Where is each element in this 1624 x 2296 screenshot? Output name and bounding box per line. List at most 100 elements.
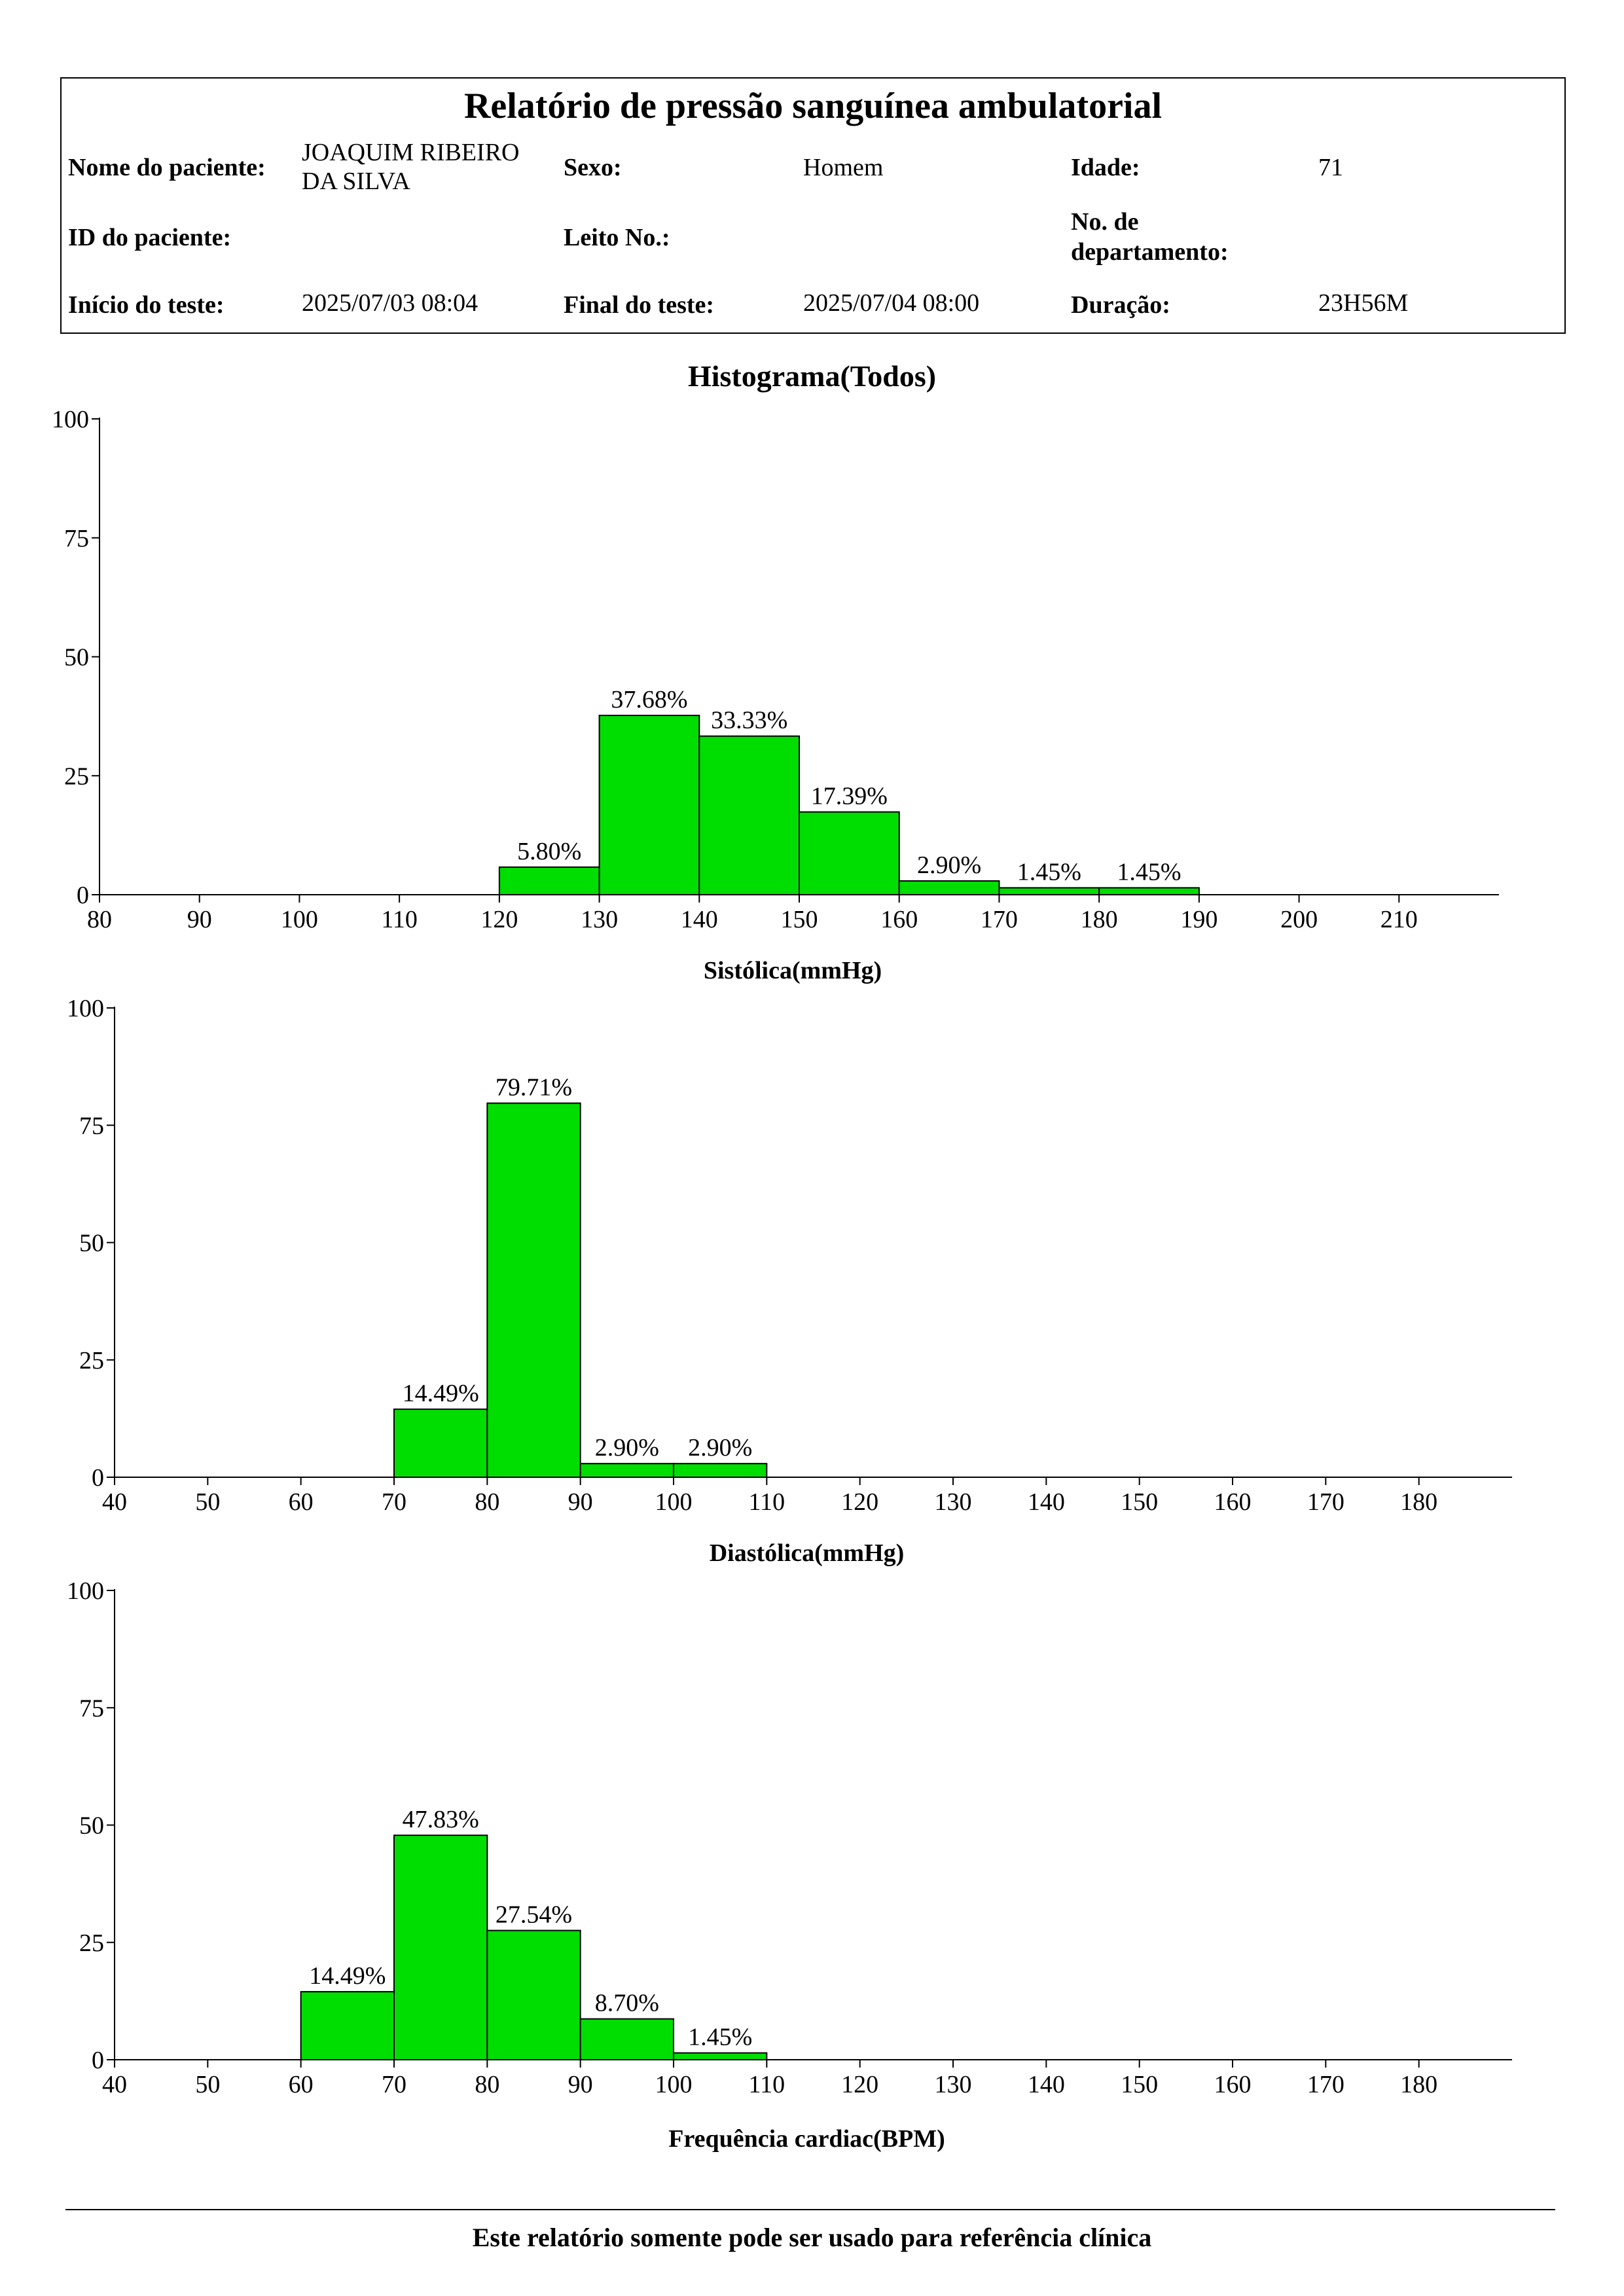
x-tick-label: 90 xyxy=(568,1488,593,1516)
y-tick-label: 0 xyxy=(92,2047,104,2074)
histogram-bar xyxy=(486,1929,581,2061)
systolic-histogram: 5.80% 37.68% 33.33% 17.39% 2.90% 1.45% 1.45% 0 2… xyxy=(52,406,1499,984)
x-tick-label: 130 xyxy=(935,2071,972,2098)
footer-divider xyxy=(65,2209,1555,2210)
diastolic-histogram: 14.49% 79.71% 2.90% 2.90% 0 25 50 75 100 40 50 60 70… xyxy=(67,995,1512,1567)
report-title: Relatório de pressão sanguínea ambulator… xyxy=(463,86,1163,126)
x-axis-title: Frequência cardiac(BPM) xyxy=(668,2125,945,2153)
bar-value-label: 1.45% xyxy=(688,2024,752,2051)
histogram-bar xyxy=(498,866,600,895)
x-tick-label: 120 xyxy=(841,2071,878,2098)
x-tick-label: 110 xyxy=(749,2071,785,2098)
x-tick-label: 50 xyxy=(195,1488,220,1516)
patient-name-line1: JOAQUIM RIBEIRO xyxy=(302,139,520,166)
department-label-line2: departamento: xyxy=(1071,238,1229,266)
x-tick-label: 140 xyxy=(1028,2071,1065,2098)
x-tick-label: 110 xyxy=(381,906,418,933)
x-tick-label: 80 xyxy=(475,2071,499,2098)
footer-note: Este relatório somente pode ser usado pa… xyxy=(472,2223,1152,2252)
x-tick-label: 150 xyxy=(1121,2071,1158,2098)
patient-name-line2: DA SILVA xyxy=(302,168,410,195)
x-tick-label: 210 xyxy=(1380,906,1418,933)
x-tick-label: 90 xyxy=(568,2071,593,2098)
bed-label: Leito No.: xyxy=(564,224,670,251)
sex-value: Homem xyxy=(803,154,884,181)
y-tick-label: 50 xyxy=(79,1230,104,1257)
age-value: 71 xyxy=(1318,154,1343,181)
test-end-value: 2025/07/04 08:00 xyxy=(803,289,980,317)
x-tick-label: 120 xyxy=(480,906,518,933)
duration-value: 23H56M xyxy=(1318,289,1409,317)
sex-label: Sexo: xyxy=(564,154,622,181)
bar-value-label: 5.80% xyxy=(517,838,581,865)
x-tick-label: 150 xyxy=(781,906,818,933)
x-tick-label: 80 xyxy=(475,1488,499,1516)
department-label-line1: No. de xyxy=(1071,208,1139,236)
x-tick-label: 100 xyxy=(281,906,318,933)
duration-label: Duração: xyxy=(1071,291,1170,319)
x-tick-label: 150 xyxy=(1121,1488,1158,1516)
x-tick-label: 200 xyxy=(1280,906,1318,933)
histogram-title: Histograma(Todos) xyxy=(687,359,937,393)
x-tick-label: 90 xyxy=(187,906,212,933)
y-tick-label: 100 xyxy=(67,1577,104,1605)
x-tick-label: 80 xyxy=(87,906,112,933)
y-tick-label: 75 xyxy=(79,1112,104,1139)
x-tick-label: 130 xyxy=(935,1488,972,1516)
bar-value-label: 2.90% xyxy=(917,852,981,879)
histogram-bar xyxy=(393,1408,488,1478)
bar-value-label: 2.90% xyxy=(595,1434,659,1462)
y-tick-label: 0 xyxy=(92,1464,104,1492)
x-tick-label: 190 xyxy=(1180,906,1218,933)
patient-info-panel: Relatório de pressão sanguínea ambulator… xyxy=(60,77,1566,334)
histogram-bar xyxy=(673,2052,768,2061)
x-tick-label: 180 xyxy=(1400,1488,1437,1516)
bar-value-label: 79.71% xyxy=(496,1073,572,1101)
x-tick-label: 70 xyxy=(382,1488,406,1516)
bar-value-label: 33.33% xyxy=(711,707,787,734)
x-tick-label: 60 xyxy=(289,1488,314,1516)
bar-value-label: 37.68% xyxy=(611,686,687,713)
histogram-bar xyxy=(1098,887,1200,895)
histogram-bar xyxy=(998,887,1100,895)
y-tick-label: 50 xyxy=(79,1812,104,1840)
x-tick-label: 160 xyxy=(1214,1488,1252,1516)
x-tick-label: 180 xyxy=(1081,906,1118,933)
histogram-bar xyxy=(673,1463,768,1478)
x-tick-label: 100 xyxy=(655,1488,693,1516)
heart-rate-histogram: 14.49% 47.83% 27.54% 8.70% 1.45% 0 25 50 75 100 40… xyxy=(67,1577,1512,2153)
age-label: Idade: xyxy=(1071,154,1140,181)
x-tick-label: 70 xyxy=(382,2071,406,2098)
histogram-bar xyxy=(579,2018,675,2060)
x-axis-title: Sistólica(mmHg) xyxy=(704,957,882,984)
x-tick-label: 140 xyxy=(1028,1488,1065,1516)
histogram-bar xyxy=(698,735,801,895)
x-tick-label: 120 xyxy=(841,1488,878,1516)
y-tick-label: 100 xyxy=(67,995,104,1022)
y-tick-label: 25 xyxy=(79,1929,104,1957)
x-tick-label: 170 xyxy=(1307,1488,1344,1516)
histogram-bar xyxy=(579,1463,675,1478)
x-tick-label: 140 xyxy=(681,906,718,933)
bar-value-label: 14.49% xyxy=(309,1962,386,1990)
x-tick-label: 60 xyxy=(289,2071,314,2098)
y-tick-label: 25 xyxy=(64,762,89,790)
histogram-bar xyxy=(300,1991,395,2060)
test-start-value: 2025/07/03 08:04 xyxy=(302,289,478,317)
x-axis-title: Diastólica(mmHg) xyxy=(710,1539,905,1567)
x-tick-label: 160 xyxy=(880,906,918,933)
x-tick-label: 130 xyxy=(581,906,618,933)
y-tick-label: 75 xyxy=(79,1695,104,1722)
x-tick-label: 170 xyxy=(981,906,1018,933)
y-tick-label: 0 xyxy=(77,882,89,909)
bar-value-label: 1.45% xyxy=(1017,858,1081,886)
y-tick-label: 25 xyxy=(79,1347,104,1374)
bar-value-label: 14.49% xyxy=(403,1380,479,1407)
patient-id-label: ID do paciente: xyxy=(68,224,232,251)
bar-value-label: 47.83% xyxy=(403,1806,479,1833)
x-tick-label: 40 xyxy=(102,1488,127,1516)
histogram-bar xyxy=(486,1102,581,1478)
bar-value-label: 17.39% xyxy=(811,783,888,810)
y-tick-label: 75 xyxy=(64,525,89,552)
bar-value-label: 1.45% xyxy=(1117,858,1181,886)
